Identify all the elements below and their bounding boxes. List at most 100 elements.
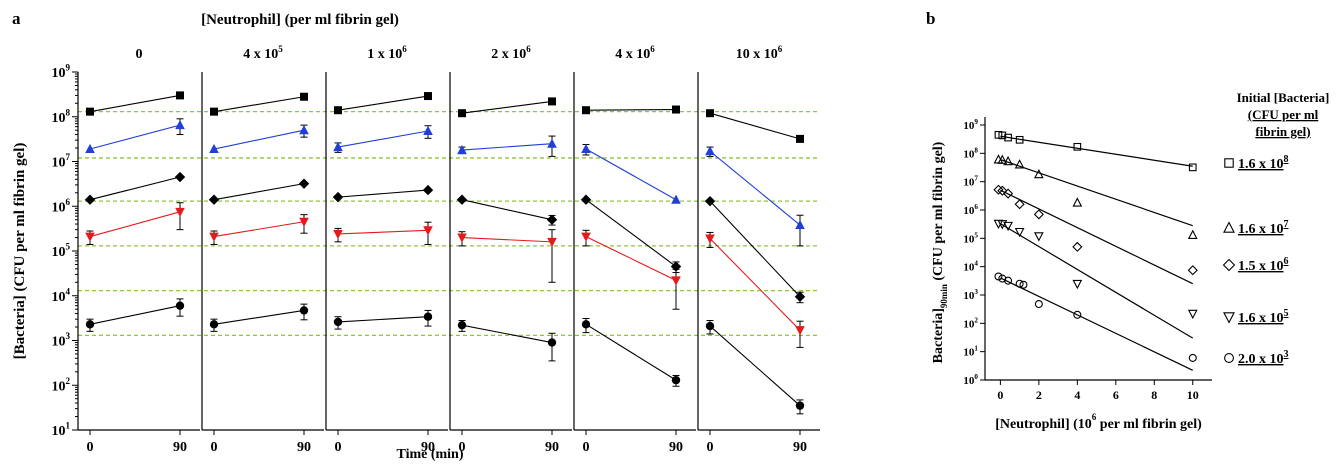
panel-b-point: [1003, 221, 1013, 232]
panel-b-xlabel-part: per ml fibrin gel): [1096, 417, 1202, 432]
panel-a-series-line: [213, 96, 305, 113]
panel-a-point: [299, 217, 309, 227]
panel-a-point: [458, 109, 466, 118]
panel-b-xtick-label: 0: [997, 388, 1003, 402]
panel-b-ylabel-sub: 90min: [939, 284, 949, 308]
panel-a-point: [209, 232, 219, 242]
panel-b-legend-label: 1.6 x 105: [1238, 308, 1289, 326]
panel-a-ytick-label: 107: [51, 152, 70, 170]
panel-a-ytick-label-exp: 5: [65, 242, 70, 252]
panel-a-point: [457, 144, 467, 155]
panel-a-xlabel: Time (min): [396, 447, 463, 462]
panel-b-xtick-label: 2: [1036, 388, 1042, 402]
panel-b-ytick-label-exp: 0: [974, 373, 978, 381]
panel-b-ytick-label: 109: [963, 118, 978, 132]
panel-a-ytick-label: 103: [51, 331, 70, 349]
panel-a-series-line: [461, 324, 553, 344]
panel-a-subplot-label-base: 4 x 10: [615, 47, 650, 62]
panel-a-point: [795, 219, 805, 230]
panel-a-series-line: [337, 189, 429, 198]
panel-a-xtick-label: 90: [545, 440, 559, 455]
panel-a-point: [706, 109, 714, 118]
panel-a-point: [795, 401, 805, 410]
panel-b-ytick-label-exp: 1: [974, 345, 978, 353]
panel-b-ytick-label: 102: [963, 316, 978, 330]
panel-b-xtick-label: 6: [1113, 388, 1119, 402]
panel-b-legend-title: Initial [Bacteria]: [1237, 90, 1330, 105]
panel-b-point: [993, 184, 1004, 195]
panel-a-point: [84, 194, 96, 205]
panel-a-xtick-label: 90: [421, 440, 435, 455]
panel-a-point: [86, 107, 94, 116]
panel-b-point: [1015, 135, 1024, 144]
panel-a-series-line: [461, 143, 553, 151]
panel-a-subplot: 4 x 105 0 90: [201, 44, 324, 455]
panel-b-fit-line: [1000, 223, 1194, 339]
panel-a-subplot-label-exp: 5: [278, 44, 283, 54]
panel-b-point: [997, 185, 1008, 196]
panel-a-subplot-label-exp: 6: [650, 44, 655, 54]
panel-b-legend-marker: [1224, 353, 1234, 363]
panel-a-series-line: [585, 148, 677, 201]
panel-b-legend: Initial [Bacteria] (CFU per ml fibrin gel)…: [1222, 90, 1330, 367]
panel-b-xtick-label: 10: [1187, 388, 1199, 402]
panel-a-ytick-label-base: 10: [51, 424, 65, 439]
panel-a-point: [424, 92, 432, 101]
panel-b-ytick-label-base: 10: [963, 318, 975, 330]
panel-b-point: [1072, 279, 1083, 290]
panel-b-point: [1033, 232, 1044, 242]
panel-a-point: [174, 171, 186, 183]
panel-b-legend-exp: 5: [1284, 308, 1289, 319]
panel-a-ytick-label-exp: 3: [65, 331, 70, 341]
panel-b-ytick-label-base: 10: [963, 290, 975, 302]
panel-b-point: [1004, 133, 1012, 142]
panel-a-subplot-label-base: 2 x 10: [491, 47, 526, 62]
panel-a: a [Neutrophil] (per ml fibrin gel) [Bacter…: [12, 9, 820, 462]
panel-a-point: [208, 194, 220, 205]
panel-a-point: [672, 105, 680, 114]
panel-a-subplot-label: 2 x 106: [491, 44, 531, 62]
panel-a-subplot-label-exp: 6: [402, 44, 407, 54]
panel-a-subplot-label: 4 x 105: [243, 44, 283, 62]
panel-b-xlabel-part: [Neutrophil] (10: [995, 417, 1092, 432]
panel-b-point: [1034, 300, 1043, 309]
panel-b-ytick-label: 100: [963, 373, 978, 387]
panel-b-ytick-label: 103: [963, 288, 978, 302]
panel-a-point: [457, 233, 467, 243]
panel-b-point: [1015, 279, 1024, 288]
panel-b-point: [998, 131, 1007, 140]
panel-b-point: [1072, 197, 1083, 207]
panel-a-point: [581, 320, 591, 329]
panel-a-subplot-label: 1 x 106: [367, 44, 407, 62]
panel-b-ytick-label: 106: [963, 203, 978, 217]
panel-a-point: [299, 306, 309, 315]
panel-a-series-line: [585, 199, 677, 267]
panel-a-subplot-label-base: 10 x 10: [736, 47, 778, 62]
panel-a-series-line: [709, 200, 801, 298]
panel-a-xtick-label: 0: [707, 440, 714, 455]
panel-a-series-line: [337, 95, 429, 111]
panel-a-point: [423, 125, 433, 136]
panel-b-fit-line: [1000, 277, 1194, 371]
panel-a-point: [298, 178, 310, 189]
panel-a-point: [422, 184, 434, 196]
panel-b-ytick-label-base: 10: [963, 347, 975, 359]
panel-a-point: [333, 317, 343, 327]
panel-b-legend-mantissa: 2.0 x 10: [1238, 352, 1284, 367]
panel-a-point: [333, 229, 343, 240]
panel-b-letter: b: [926, 9, 935, 28]
panel-a-point: [456, 194, 468, 205]
panel-b-legend-exp: 7: [1284, 219, 1289, 230]
panel-a-xtick-label: 0: [335, 440, 342, 455]
panel-b-ytick-label: 104: [963, 260, 978, 274]
panel-b-point: [1033, 209, 1044, 220]
panel-b-point: [1073, 142, 1082, 151]
panel-a-point: [175, 207, 185, 218]
panel-a-point: [334, 106, 342, 115]
panel-b-fit-line: [1000, 135, 1193, 167]
panel-b-point: [994, 272, 1003, 281]
panel-a-point: [176, 91, 184, 100]
panel-a-ytick-label-base: 10: [51, 66, 65, 81]
panel-a-ytick-label: 106: [51, 197, 70, 215]
